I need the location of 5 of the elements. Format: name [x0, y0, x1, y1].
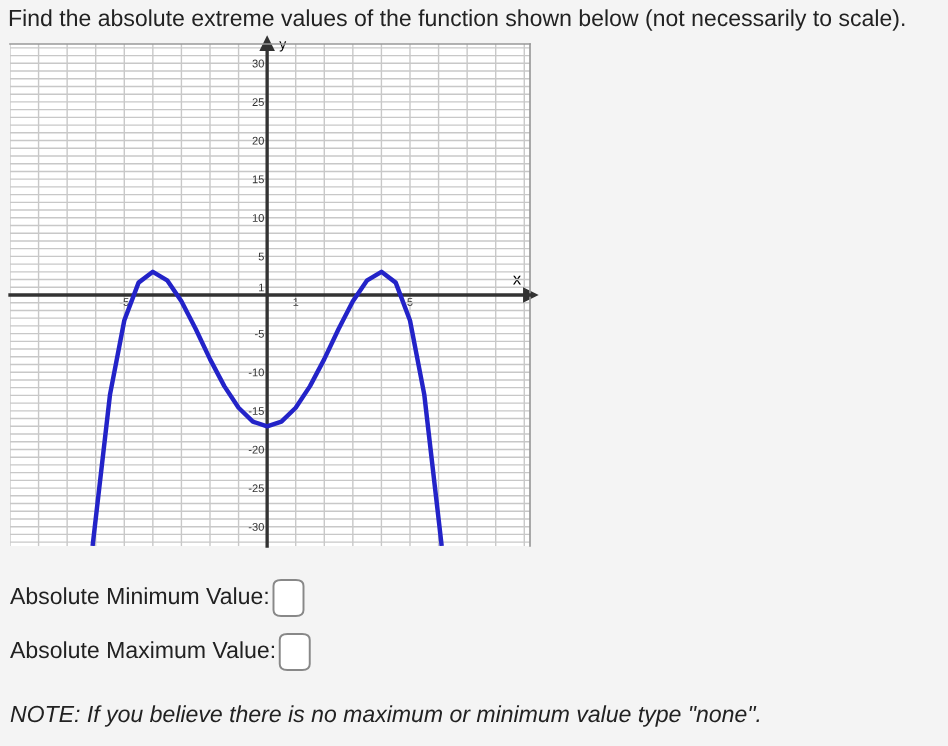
text: Absolute Maximum Value: — [10, 641, 275, 659]
text: NOTE: If you believe there is no maximum or minimum value type "none". — [10, 705, 760, 727]
text: Absolute Minimum Value: — [10, 587, 268, 605]
line-series — [90, 269, 444, 546]
chart-title: Find the absolute extreme values of the function shown below (not necessarily to scale). — [9, 9, 905, 31]
